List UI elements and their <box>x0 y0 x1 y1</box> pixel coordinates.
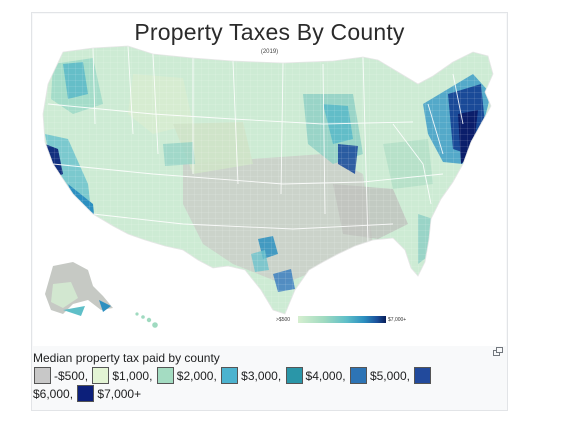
legend-swatch <box>285 367 303 384</box>
legend-item: $1,000, <box>91 367 155 384</box>
us-county-map <box>42 45 494 328</box>
legend-item: $5,000, <box>349 367 413 384</box>
legend-item: $7,000+ <box>76 385 142 402</box>
legend-row-1: -$500, $1,000, $2,000, $3,000, $4,000, $… <box>33 367 493 385</box>
legend-label: $3,000, <box>241 369 282 383</box>
legend-swatch <box>77 385 95 402</box>
alaska <box>45 262 113 316</box>
legend-item: $3,000, <box>220 367 284 384</box>
legend-label: $2,000, <box>176 369 217 383</box>
scale-low-label: >$500 <box>276 317 291 323</box>
map-title: Property Taxes By County <box>134 19 405 45</box>
legend-swatch <box>156 367 174 384</box>
legend-label: $1,000, <box>112 369 153 383</box>
map-figure: Property Taxes By County (2019) >$500 $7… <box>31 12 508 411</box>
legend-label: $7,000+ <box>97 387 142 401</box>
legend-item: $4,000, <box>285 367 349 384</box>
county-colors <box>43 46 493 314</box>
legend-swatch <box>92 367 110 384</box>
map-subtitle: (2019) <box>260 49 279 55</box>
legend-label: $6,000, <box>33 387 74 401</box>
legend-label: $4,000, <box>305 369 346 383</box>
legend-item: $2,000, <box>156 367 220 384</box>
state-borders <box>47 45 464 245</box>
color-scale-bar <box>298 316 386 323</box>
legend-label: $5,000, <box>369 369 410 383</box>
map-caption: Median property tax paid by county -$500… <box>33 349 493 403</box>
legend-swatch <box>414 367 432 384</box>
legend-label: -$500, <box>54 369 89 383</box>
enlarge-icon[interactable] <box>493 347 503 357</box>
caption-title: Median property tax paid by county <box>33 351 220 365</box>
legend-item: $6,000, <box>33 387 76 401</box>
legend-swatch <box>34 367 51 384</box>
legend-row-2: $6,000, $7,000+ <box>33 385 493 403</box>
legend-swatch <box>349 367 367 384</box>
map-frame[interactable]: Property Taxes By County (2019) >$500 $7… <box>33 14 506 346</box>
legend-item <box>413 367 434 384</box>
legend-swatch <box>221 367 239 384</box>
hawaii <box>135 312 158 328</box>
legend-item: -$500, <box>33 367 91 384</box>
scale-high-label: $7,000+ <box>388 317 407 323</box>
